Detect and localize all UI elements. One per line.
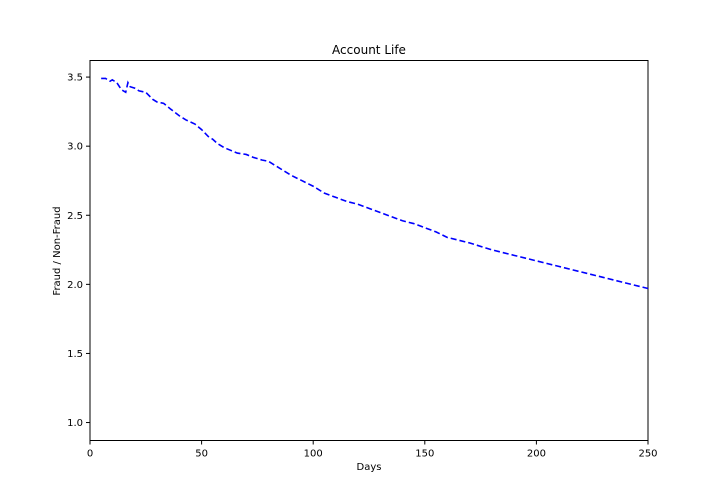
x-tick-label: 0 (87, 449, 93, 460)
series-layer (101, 77, 649, 290)
y-axis-label: Fraud / Non-Fraud (52, 206, 63, 295)
x-axis-label: Days (357, 462, 382, 473)
x-tick-label: 150 (415, 449, 434, 460)
chart-title: Account Life (332, 43, 406, 57)
y-tick-label: 1.5 (67, 349, 83, 360)
x-tick-label: 100 (304, 449, 323, 460)
y-tick-label: 2.5 (67, 211, 83, 222)
y-tick-label: 2.0 (67, 280, 83, 291)
y-tick-label: 3.5 (67, 73, 83, 84)
plot-area (89, 60, 649, 441)
y-tick-label: 1.0 (67, 418, 83, 429)
x-tick-label: 250 (638, 449, 657, 460)
x-tick-label: 200 (527, 449, 546, 460)
y-tick-label: 3.0 (67, 142, 83, 153)
y-axis: 1.0 1.5 2.0 2.5 3.0 3.5 (67, 73, 90, 429)
x-axis: 0 50 100 150 200 250 (87, 440, 658, 460)
x-tick-label: 50 (195, 449, 208, 460)
series-line (101, 77, 649, 290)
